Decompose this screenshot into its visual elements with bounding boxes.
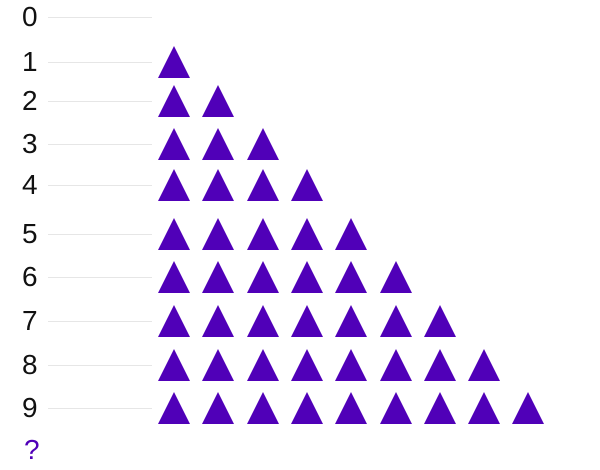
triangle-group xyxy=(157,168,577,202)
triangle-icon xyxy=(290,349,323,381)
row-label: 0 xyxy=(22,1,38,32)
row-guide-line xyxy=(48,321,152,322)
triangle-icon xyxy=(246,349,279,381)
triangle-icon xyxy=(379,261,412,293)
row-label: 9 xyxy=(22,392,38,423)
triangle-icon xyxy=(202,349,235,381)
triangle-icon xyxy=(246,392,279,424)
triangle-group xyxy=(157,45,577,79)
triangle-icon xyxy=(202,305,235,337)
triangle-group xyxy=(157,217,577,251)
triangle-icon xyxy=(468,392,501,424)
triangle-icon xyxy=(423,392,456,424)
pictograph-row-2: 2 xyxy=(0,81,600,121)
triangle-icon xyxy=(158,85,190,117)
triangle-icon xyxy=(158,261,190,293)
row-label: 8 xyxy=(22,349,38,380)
row-label: 3 xyxy=(22,128,38,159)
triangle-icon xyxy=(202,128,235,160)
row-label: 1 xyxy=(22,46,38,77)
triangle-icon xyxy=(335,349,368,381)
triangle-icon xyxy=(202,392,235,424)
row-label: 4 xyxy=(22,169,38,200)
triangle-icon xyxy=(158,392,190,424)
triangle-icon xyxy=(335,305,368,337)
pictograph-row-7: 7 xyxy=(0,301,600,341)
row-guide-line xyxy=(48,185,152,186)
pictograph-row-9: 9 xyxy=(0,388,600,428)
triangle-icon xyxy=(202,261,235,293)
triangle-icon xyxy=(158,128,190,160)
triangle-icon xyxy=(202,169,235,201)
pictograph-row-3: 3 xyxy=(0,124,600,164)
triangle-icon xyxy=(158,305,190,337)
row-guide-line xyxy=(48,365,152,366)
triangle-icon xyxy=(290,261,323,293)
triangle-icon xyxy=(246,128,279,160)
question-label: ? xyxy=(24,434,40,465)
triangle-icon xyxy=(379,349,412,381)
row-label: 2 xyxy=(22,85,38,116)
pictograph-row-0: 0 xyxy=(0,0,600,37)
triangle-icon xyxy=(246,305,279,337)
triangle-icon xyxy=(290,169,323,201)
pictograph-row-6: 6 xyxy=(0,257,600,297)
pictograph-row-8: 8 xyxy=(0,345,600,385)
pictograph-row-5: 5 xyxy=(0,214,600,254)
triangle-icon xyxy=(246,261,279,293)
triangle-icon xyxy=(468,349,501,381)
row-guide-line xyxy=(48,101,152,102)
pictograph-row-1: 1 xyxy=(0,42,600,82)
triangle-group xyxy=(157,260,577,294)
triangle-icon xyxy=(246,169,279,201)
triangle-icon xyxy=(290,218,323,250)
row-label: 6 xyxy=(22,261,38,292)
triangle-group xyxy=(157,348,577,382)
triangle-icon xyxy=(202,218,235,250)
row-guide-line xyxy=(48,62,152,63)
pictograph-row-4: 4 xyxy=(0,165,600,205)
triangle-icon xyxy=(423,349,456,381)
triangle-icon xyxy=(158,218,190,250)
triangle-icon xyxy=(290,305,323,337)
triangle-icon xyxy=(158,46,190,78)
triangle-icon xyxy=(202,85,235,117)
row-guide-line xyxy=(48,17,152,18)
triangle-icon xyxy=(379,305,412,337)
triangle-icon xyxy=(158,169,190,201)
row-label: 7 xyxy=(22,305,38,336)
triangle-icon xyxy=(335,218,368,250)
triangle-icon xyxy=(423,305,456,337)
row-guide-line xyxy=(48,234,152,235)
triangle-icon xyxy=(379,392,412,424)
row-guide-line xyxy=(48,277,152,278)
triangle-icon xyxy=(158,349,190,381)
row-guide-line xyxy=(48,144,152,145)
triangle-group xyxy=(157,84,577,118)
triangle-icon xyxy=(335,392,368,424)
triangle-icon xyxy=(335,261,368,293)
row-guide-line xyxy=(48,408,152,409)
triangle-icon xyxy=(290,392,323,424)
triangle-group xyxy=(157,127,577,161)
triangle-group xyxy=(157,391,577,425)
triangle-icon xyxy=(512,392,545,424)
triangle-group xyxy=(157,0,577,34)
triangle-icon xyxy=(246,218,279,250)
row-label: 5 xyxy=(22,218,38,249)
triangle-group xyxy=(157,304,577,338)
